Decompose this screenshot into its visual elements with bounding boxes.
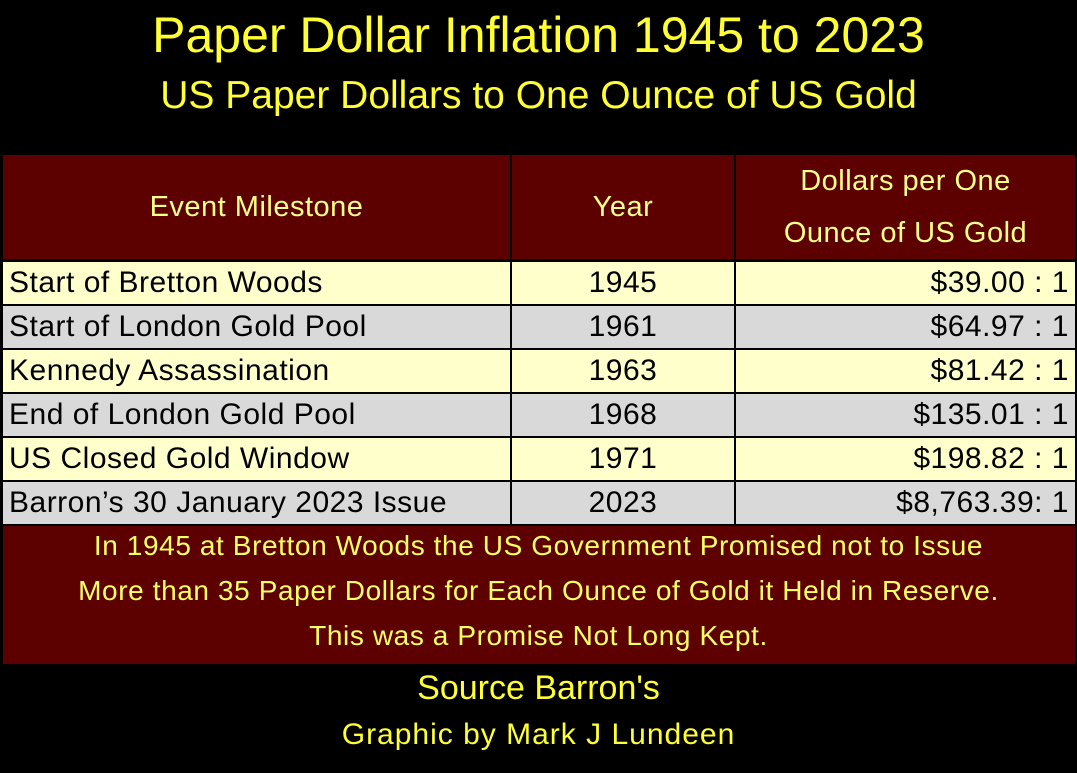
table-cell: Start of Bretton Woods xyxy=(3,262,510,304)
table-cell: Barron’s 30 January 2023 Issue xyxy=(3,482,510,524)
column-header-text: Event Milestone xyxy=(149,191,364,223)
note-box xyxy=(3,526,1075,664)
table-cell: $81.42 : 1 xyxy=(736,350,1075,392)
table-cell: 2023 xyxy=(512,482,734,524)
column-header: Event Milestone xyxy=(3,155,510,259)
table-cell: Start of London Gold Pool xyxy=(3,306,510,348)
table-cell: $64.97 : 1 xyxy=(736,306,1075,348)
table-cell: 1971 xyxy=(512,438,734,480)
table-cell: 1963 xyxy=(512,350,734,392)
table-cell: Kennedy Assassination xyxy=(3,350,510,392)
table-cell: US Closed Gold Window xyxy=(3,438,510,480)
column-header-text: Year xyxy=(592,191,654,223)
table-cell: $198.82 : 1 xyxy=(736,438,1075,480)
note-line: In 1945 at Bretton Woods the US Governme… xyxy=(93,530,984,561)
table-cell: 1945 xyxy=(512,262,734,304)
column-header-line: Ounce of US Gold xyxy=(783,217,1028,249)
table-cell: 1968 xyxy=(512,394,734,436)
subtitle: US Paper Dollars to One Ounce of US Gold xyxy=(160,74,917,117)
credit: Graphic by Mark J Lundeen xyxy=(341,718,736,751)
table-cell: $135.01 : 1 xyxy=(736,394,1075,436)
source: Source Barron's xyxy=(417,669,660,707)
note-line: This was a Promise Not Long Kept. xyxy=(309,620,768,651)
table-cell: End of London Gold Pool xyxy=(3,394,510,436)
note-line: More than 35 Paper Dollars for Each Ounc… xyxy=(78,575,999,606)
title: Paper Dollar Inflation 1945 to 2023 xyxy=(152,7,925,63)
column-header: Dollars per One Ounce of US Gold xyxy=(736,155,1075,259)
column-header: Year xyxy=(512,155,734,259)
table-cell: $39.00 : 1 xyxy=(736,262,1075,304)
table-cell: $8,763.39: 1 xyxy=(736,482,1075,524)
table-cell: 1961 xyxy=(512,306,734,348)
column-header-line: Dollars per One xyxy=(800,165,1011,197)
